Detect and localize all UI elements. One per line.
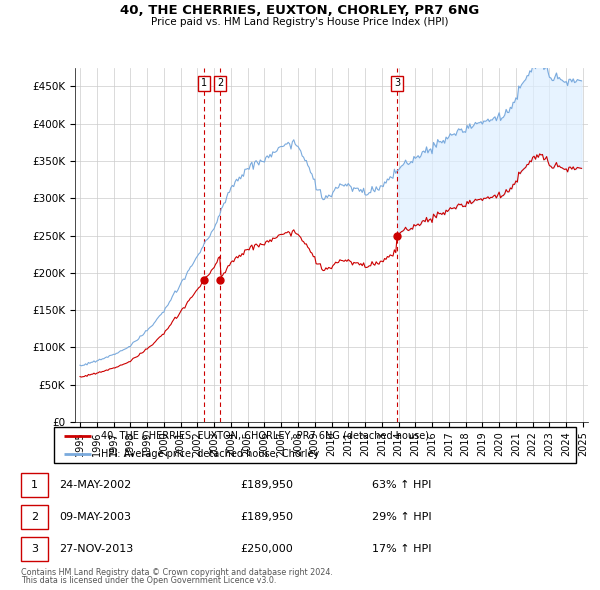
Text: 17% ↑ HPI: 17% ↑ HPI [372,544,431,553]
Text: 63% ↑ HPI: 63% ↑ HPI [372,480,431,490]
Text: £250,000: £250,000 [240,544,293,553]
Text: Contains HM Land Registry data © Crown copyright and database right 2024.: Contains HM Land Registry data © Crown c… [21,568,333,577]
Text: 40, THE CHERRIES, EUXTON, CHORLEY, PR7 6NG (detached house): 40, THE CHERRIES, EUXTON, CHORLEY, PR7 6… [101,431,429,441]
Text: 09-MAY-2003: 09-MAY-2003 [59,512,131,522]
Text: 1: 1 [200,78,207,88]
Text: 29% ↑ HPI: 29% ↑ HPI [372,512,431,522]
Text: Price paid vs. HM Land Registry's House Price Index (HPI): Price paid vs. HM Land Registry's House … [151,17,449,27]
Text: This data is licensed under the Open Government Licence v3.0.: This data is licensed under the Open Gov… [21,576,277,585]
Text: 3: 3 [394,78,400,88]
Text: 40, THE CHERRIES, EUXTON, CHORLEY, PR7 6NG: 40, THE CHERRIES, EUXTON, CHORLEY, PR7 6… [121,4,479,17]
Text: £189,950: £189,950 [240,480,293,490]
Text: 3: 3 [31,544,38,553]
Text: 27-NOV-2013: 27-NOV-2013 [59,544,133,553]
Text: 24-MAY-2002: 24-MAY-2002 [59,480,131,490]
Text: £189,950: £189,950 [240,512,293,522]
Text: 1: 1 [31,480,38,490]
Text: HPI: Average price, detached house, Chorley: HPI: Average price, detached house, Chor… [101,449,319,459]
Text: 2: 2 [217,78,223,88]
Text: 2: 2 [31,512,38,522]
